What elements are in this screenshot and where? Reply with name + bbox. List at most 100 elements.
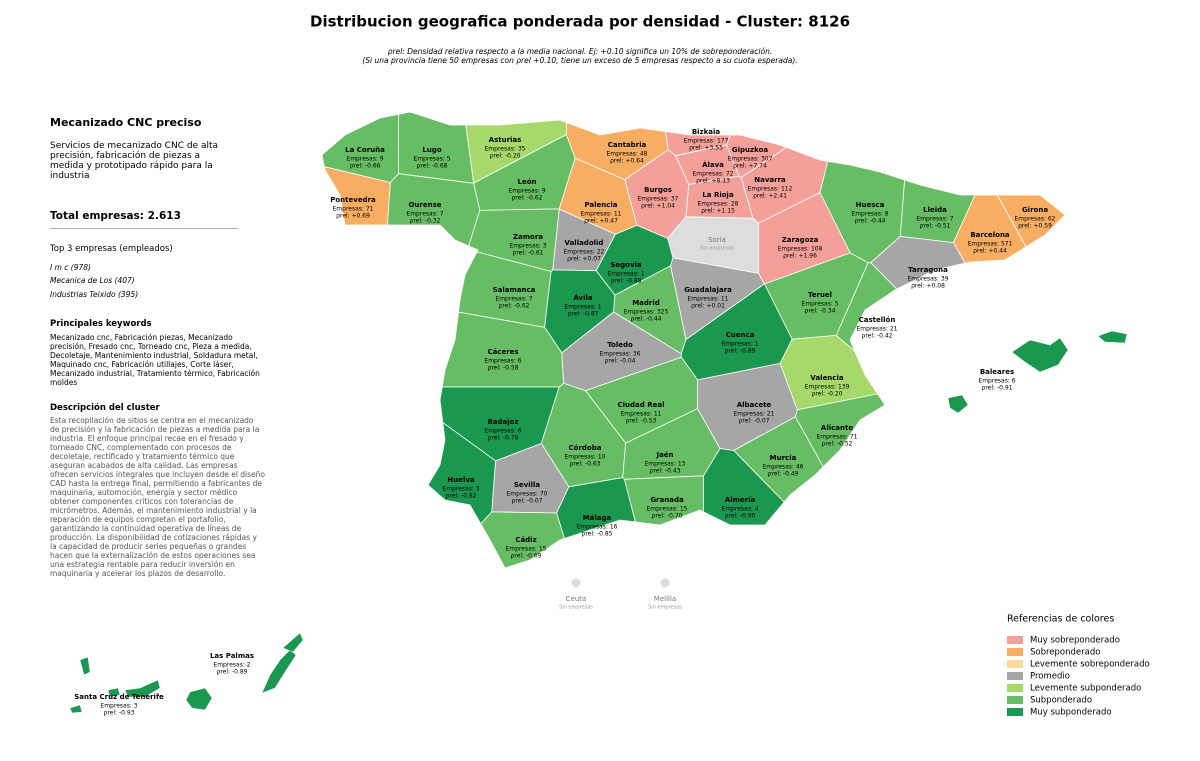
summary: Servicios de mecanizado CNC de alta prec… [50,141,219,181]
province-companies: Empresas: 71 [333,206,374,213]
province-companies: Empresas: 15 [506,546,547,553]
divider [50,228,238,229]
top-company: Mecanica de Los (407) [50,276,135,285]
province-rho: ρrel: -0.61 [513,250,544,257]
province-name: Álava [702,160,724,169]
province-rho: ρrel: +1.96 [783,253,817,260]
province-companies: Empresas: 37 [638,196,679,203]
province-name: Murcia [770,454,797,462]
province-companies: Empresas: 11 [581,211,622,218]
province-name: Melilla [654,595,676,603]
province-companies: Empresas: 5 [413,156,450,163]
province-name: Lleida [923,206,947,214]
province-companies: Empresas: 72 [693,171,734,178]
province-rho: ρrel: -0.53 [626,418,657,425]
island [1097,330,1128,344]
legend-swatch [1007,636,1023,644]
province-rho: ρrel: -0.70 [652,513,683,520]
top-title: Top 3 empresas (empleados) [50,244,173,254]
province-companies: Empresas: 139 [805,384,850,391]
province-companies: Sin empresas [559,605,593,611]
province-rho: ρrel: +0.69 [336,213,370,220]
description: Esta recopilación de sitios se centra en… [50,416,266,578]
province-companies: Empresas: 21 [857,326,898,333]
province-companies: Empresas: 71 [817,434,858,441]
province-name: Ceuta [566,595,587,603]
province-name: La Coruña [345,146,385,154]
province-companies: Empresas: 3 [442,486,479,493]
province-name: Cuenca [726,331,755,339]
province-name: Almería [725,496,756,504]
province-companies: Empresas: 7 [916,216,953,223]
legend-swatch [1007,708,1023,716]
province-companies: Empresas: 22 [564,249,605,256]
total: Total empresas: 2.613 [50,210,181,222]
province-rho: ρrel: +0.01 [691,303,725,310]
province-companies: Empresas: 13 [645,461,686,468]
province-name: Barcelona [970,231,1010,239]
legend-label: Muy subponderado [1030,708,1112,718]
legend-swatch [1007,684,1023,692]
province-name: Baleares [980,368,1014,376]
province-name: Toledo [607,341,633,349]
province-name: Málaga [583,514,612,522]
note: ρrel: Densidad relativa respecto a la me… [388,47,772,56]
province-rho: ρrel: -0.93 [104,710,135,717]
province-rho: ρrel: -0.69 [511,553,542,560]
province-rho: ρrel: +2.41 [753,193,787,200]
province-rho: ρrel: -0.68 [417,163,448,170]
legend-swatch [1007,672,1023,680]
province-rho: ρrel: +0.44 [973,248,1007,255]
province-rho: ρrel: -0.07 [739,418,770,425]
province-rho: ρrel: +0.07 [567,256,601,263]
island [124,679,161,698]
province [386,173,481,247]
province-companies: Empresas: 571 [968,241,1013,248]
description-title: Descripción del cluster [50,403,160,413]
province-name: Navarra [754,176,786,184]
province-name: Ávila [573,293,593,302]
province-name: Asturias [489,136,522,144]
province-companies: Empresas: 6 [484,358,521,365]
keywords-title: Principales keywords [50,319,152,329]
province-name: Granada [650,496,684,504]
province-rho: ρrel: -0.04 [605,358,636,365]
province-rho: ρrel: -0.49 [768,471,799,478]
legend-swatch [1007,648,1023,656]
province-name: Lugo [422,146,441,154]
province-name: La Rioja [702,191,734,199]
province-companies: Empresas: 1 [721,341,758,348]
province-companies: Sin empresas [648,605,682,611]
province-companies: Empresas: 6 [484,428,521,435]
province-companies: Empresas: 7 [495,296,532,303]
province-name: Huesca [856,201,885,209]
province-name: Zamora [513,233,543,241]
province-companies: Empresas: 6 [978,378,1015,385]
province-rho: ρrel: +0.64 [610,158,644,165]
province-rho: ρrel: -0.34 [805,308,836,315]
island [79,656,91,676]
province-companies: Empresas: 325 [624,309,669,316]
province-rho: ρrel: -0.51 [920,223,951,230]
keywords: Mecanizado cnc, Fabricación piezas, Meca… [50,333,260,387]
province [480,511,565,569]
province-name: Cádiz [515,536,536,544]
province-companies: Empresas: 46 [763,464,804,471]
province-name: Sevilla [514,481,541,489]
province-name: Salamanca [493,286,536,294]
territory-dot [571,578,581,588]
province-name: Zaragoza [782,236,819,244]
province-name: Córdoba [569,444,602,452]
province-rho: ρrel: +7.74 [733,163,767,170]
province-name: Badajoz [487,418,518,426]
island [947,394,969,414]
province-companies: Empresas: 177 [684,138,729,145]
province-name: Alicante [821,424,853,432]
province-name: Huelva [447,476,475,484]
province-rho: ρrel: -0.89 [725,348,756,355]
province-rho: ρrel: -0.78 [488,435,519,442]
province-rho: ρrel: -0.07 [512,498,543,505]
province-name: Cáceres [487,348,518,356]
